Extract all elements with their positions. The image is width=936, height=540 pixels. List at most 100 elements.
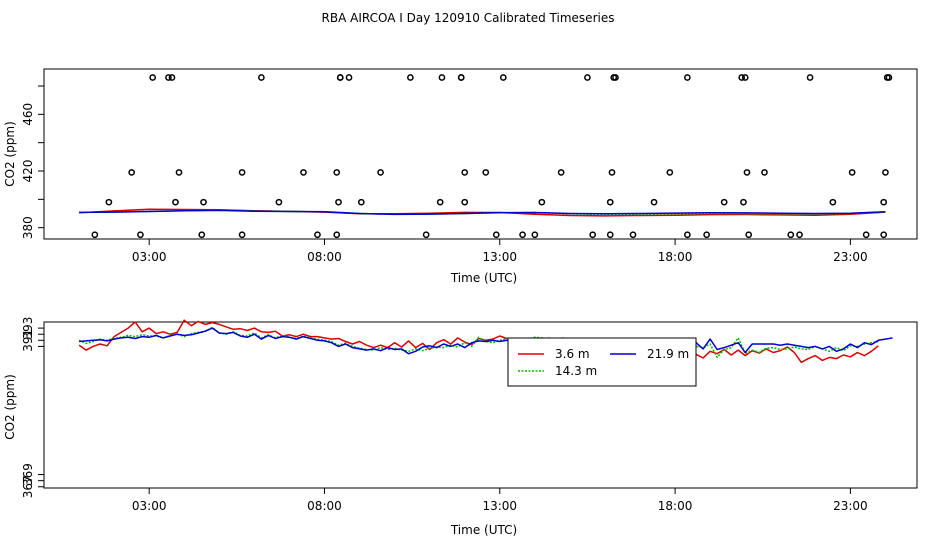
top-calibration-point-62 xyxy=(666,169,674,176)
top-x-axis-label: Time (UTC) xyxy=(450,271,517,285)
top-calibration-point-38 xyxy=(885,74,893,81)
top-calibration-point-46 xyxy=(275,198,283,206)
bottom-x-axis-label: Time (UTC) xyxy=(450,523,517,537)
legend-label-3-6m: 3.6 m xyxy=(555,347,590,361)
top-calibration-point-49 xyxy=(357,198,365,206)
top-calibration-point-68 xyxy=(806,74,814,81)
top-calibration-point-8 xyxy=(589,231,597,239)
top-calibration-point-30 xyxy=(612,74,619,81)
top-calibration-point-55 xyxy=(499,74,507,81)
top-calibration-point-43 xyxy=(200,198,207,206)
top-calibration-point-12 xyxy=(787,231,795,239)
top-calibration-point-54 xyxy=(482,169,490,176)
top-calibration-point-1 xyxy=(198,231,206,239)
top-calibration-point-58 xyxy=(557,169,565,176)
top-plot-frame xyxy=(43,68,918,240)
top-calibration-point-70 xyxy=(848,169,856,176)
top-x-tick-label-0: 03:00 xyxy=(132,250,167,264)
top-calibration-point-63 xyxy=(684,74,691,81)
top-calibration-point-41 xyxy=(128,169,136,176)
top-calibration-point-60 xyxy=(629,231,637,239)
top-calibration-point-23 xyxy=(461,198,469,206)
top-calibration-point-50 xyxy=(377,169,384,176)
top-series-line-21-9-m xyxy=(79,209,886,216)
top-calibration-point-39 xyxy=(91,231,99,239)
top-calibration-point-0 xyxy=(137,231,144,239)
top-calibration-point-18 xyxy=(165,74,172,81)
top-calibration-point-34 xyxy=(738,74,746,81)
top-calibration-point-11 xyxy=(745,231,753,239)
top-y-axis-label: CO2 (ppm) xyxy=(3,121,17,187)
top-calibration-point-65 xyxy=(720,198,728,206)
bottom-y-tick-label-3: 393 xyxy=(21,317,35,340)
legend-box xyxy=(507,337,697,387)
top-calibration-point-26 xyxy=(457,74,465,81)
top-x-tick-label-1: 08:00 xyxy=(307,250,342,264)
bottom-series-line-21-9-m xyxy=(79,327,893,355)
top-calibration-point-31 xyxy=(740,198,747,206)
top-calibration-point-13 xyxy=(862,231,870,239)
top-calibration-point-3 xyxy=(314,231,321,239)
top-y-tick-label-2: 460 xyxy=(21,103,35,126)
bottom-x-tick-label-4: 23:00 xyxy=(833,499,868,513)
top-y-tick-label-1: 420 xyxy=(21,160,35,183)
bottom-series-line-3-6-m xyxy=(78,319,879,367)
top-calibration-point-57 xyxy=(538,198,546,206)
legend: 3.6 m 21.9 m 14.3 m xyxy=(507,337,697,387)
top-calibration-point-9 xyxy=(606,231,614,239)
top-calibration-point-20 xyxy=(333,169,341,176)
top-calibration-point-66 xyxy=(761,169,768,176)
top-calibration-point-53 xyxy=(438,74,446,81)
top-calibration-point-16 xyxy=(175,169,183,176)
bottom-plot-frame xyxy=(43,321,918,489)
legend-label-14-3m: 14.3 m xyxy=(555,364,597,378)
top-x-tick-label-2: 13:00 xyxy=(482,250,517,264)
bottom-series-line-14-3-m xyxy=(78,326,879,359)
top-calibration-point-6 xyxy=(492,231,500,239)
top-calibration-point-47 xyxy=(300,169,307,176)
top-calibration-point-27 xyxy=(606,198,614,206)
bottom-series-group xyxy=(78,319,893,367)
top-calibration-point-22 xyxy=(336,74,344,81)
top-calibration-point-56 xyxy=(519,231,526,239)
bottom-x-tick-label-0: 03:00 xyxy=(132,499,167,513)
legend-label-21-9m: 21.9 m xyxy=(647,347,689,361)
top-calibration-point-61 xyxy=(650,198,658,206)
top-calibration-point-42 xyxy=(149,74,157,81)
top-calibration-point-67 xyxy=(796,231,803,239)
chart-title: RBA AIRCOA I Day 120910 Calibrated Times… xyxy=(322,11,615,25)
top-calibration-point-7 xyxy=(531,231,539,239)
top-calibration-point-2 xyxy=(238,231,246,239)
bottom-y-axis-label: CO2 (ppm) xyxy=(3,374,17,440)
bottom-x-tick-label-1: 08:00 xyxy=(307,499,342,513)
top-calibration-point-35 xyxy=(880,198,888,206)
top-calibration-point-64 xyxy=(703,231,710,239)
bottom-y-tick-label-2: 391 xyxy=(21,329,35,352)
top-calibration-point-48 xyxy=(345,74,353,81)
top-calibration-point-24 xyxy=(461,169,469,176)
top-calibration-point-52 xyxy=(436,198,444,206)
top-calibration-point-4 xyxy=(333,231,341,239)
top-calibration-point-44 xyxy=(238,169,246,176)
top-calibration-point-17 xyxy=(168,74,176,81)
bottom-y-tick-label-0: 367 xyxy=(21,475,35,498)
top-calibration-point-69 xyxy=(829,198,837,206)
top-panel: 03:00 08:00 13:00 18:00 23:00 380 420 460 Time … xyxy=(3,68,918,285)
top-calibration-point-28 xyxy=(608,169,616,176)
top-calibration-point-32 xyxy=(743,169,751,176)
top-x-tick-label-4: 23:00 xyxy=(833,250,868,264)
top-calibration-point-14 xyxy=(880,231,888,239)
top-y-tick-label-0: 380 xyxy=(21,216,35,239)
top-axis-ticks: 03:00 08:00 13:00 18:00 23:00 380 420 460 xyxy=(21,85,868,264)
top-calibration-points xyxy=(91,74,893,239)
bottom-x-tick-label-2: 13:00 xyxy=(482,499,517,513)
top-calibration-point-40 xyxy=(105,198,113,206)
top-calibration-point-19 xyxy=(335,198,342,206)
top-calibration-point-36 xyxy=(882,169,889,176)
top-calibration-point-5 xyxy=(422,231,430,239)
top-x-tick-label-3: 18:00 xyxy=(658,250,693,264)
top-calibration-point-59 xyxy=(584,74,591,81)
bottom-x-tick-label-3: 18:00 xyxy=(658,499,693,513)
